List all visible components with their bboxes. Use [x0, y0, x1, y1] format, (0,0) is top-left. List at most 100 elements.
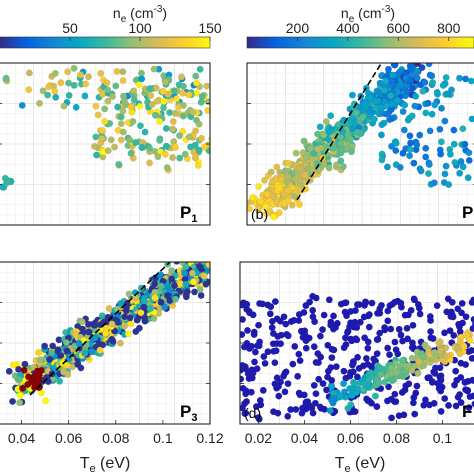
- data-point: [387, 375, 395, 383]
- data-point: [414, 369, 422, 377]
- data-point: [284, 380, 292, 388]
- data-point: [267, 303, 275, 311]
- x-axis-label-left: Te (eV): [80, 455, 131, 474]
- data-point: [175, 103, 183, 111]
- data-point: [429, 79, 437, 86]
- data-point: [425, 63, 433, 68]
- data-point: [319, 326, 327, 333]
- data-point: [426, 71, 434, 79]
- data-point: [365, 323, 373, 331]
- data-point: [290, 192, 298, 200]
- data-point: [280, 313, 288, 321]
- data-point: [460, 342, 468, 350]
- data-point: [392, 398, 400, 406]
- data-point: [391, 338, 399, 346]
- data-point: [466, 336, 474, 344]
- data-point: [91, 334, 99, 342]
- data-point: [240, 343, 248, 351]
- data-point: [105, 305, 113, 312]
- data-point: [426, 127, 434, 135]
- data-point: [107, 136, 115, 144]
- data-point: [375, 379, 383, 387]
- panel-label-p3: P3: [180, 402, 197, 424]
- data-point: [410, 394, 418, 402]
- x-tick-label: 0.1: [153, 430, 173, 446]
- data-point: [340, 344, 348, 352]
- data-point: [388, 100, 396, 108]
- data-point: [257, 198, 265, 205]
- data-point: [413, 74, 421, 82]
- data-point: [60, 368, 67, 376]
- data-point: [411, 410, 419, 418]
- data-point: [378, 301, 385, 309]
- data-point: [242, 387, 250, 395]
- data-point: [436, 125, 444, 133]
- data-point: [207, 255, 214, 262]
- data-point: [400, 126, 408, 134]
- data-point: [161, 303, 169, 311]
- data-point: [308, 166, 316, 174]
- data-point: [130, 96, 138, 104]
- data-point: [249, 369, 257, 377]
- data-point: [78, 318, 86, 326]
- data-point: [270, 408, 277, 416]
- colorbar-tick-label: 150: [198, 20, 222, 36]
- data-point: [427, 328, 435, 335]
- data-point: [160, 97, 167, 105]
- data-point: [400, 411, 408, 419]
- data-point: [348, 91, 356, 99]
- data-point: [146, 159, 153, 167]
- data-point: [316, 332, 324, 340]
- data-point: [94, 111, 102, 119]
- data-point: [371, 104, 379, 112]
- x-tick-label: 0.12: [196, 430, 223, 446]
- data-point: [273, 315, 281, 323]
- data-point: [366, 107, 374, 115]
- data-point: [259, 386, 267, 394]
- data-point: [450, 126, 458, 134]
- data-point: [326, 407, 334, 415]
- data-point: [462, 75, 469, 83]
- data-point: [98, 135, 106, 142]
- data-point: [108, 320, 116, 328]
- data-point: [426, 313, 434, 321]
- data-point: [196, 285, 204, 293]
- data-point: [161, 150, 169, 158]
- data-point: [241, 410, 249, 417]
- data-point: [151, 294, 159, 302]
- data-point: [450, 331, 458, 339]
- data-point: [168, 275, 176, 283]
- data-point: [173, 262, 181, 265]
- data-point: [284, 412, 292, 420]
- data-point: [336, 392, 344, 400]
- data-point: [181, 269, 189, 277]
- data-point: [431, 101, 439, 109]
- data-point: [461, 140, 469, 148]
- data-point: [452, 402, 460, 410]
- data-point: [170, 87, 178, 95]
- data-point: [111, 143, 118, 151]
- data-point: [411, 102, 419, 110]
- data-point: [0, 183, 6, 191]
- data-point: [261, 176, 268, 184]
- data-point: [77, 364, 85, 372]
- data-point: [368, 299, 376, 307]
- colorbar-tick-label: 50: [62, 20, 78, 36]
- data-point: [140, 303, 148, 311]
- data-point: [117, 300, 125, 307]
- data-point: [329, 144, 337, 152]
- data-point: [342, 299, 350, 307]
- data-point: [137, 309, 145, 317]
- panel-label-d: F: [462, 402, 472, 421]
- data-point: [282, 368, 290, 376]
- data-point: [120, 92, 127, 100]
- data-point: [399, 149, 407, 157]
- data-point: [377, 131, 385, 139]
- data-point: [172, 295, 179, 303]
- data-point: [164, 292, 171, 299]
- data-point: [157, 298, 165, 306]
- data-point: [35, 368, 43, 376]
- data-point: [384, 307, 392, 315]
- data-point: [309, 313, 317, 321]
- data-point: [314, 145, 322, 153]
